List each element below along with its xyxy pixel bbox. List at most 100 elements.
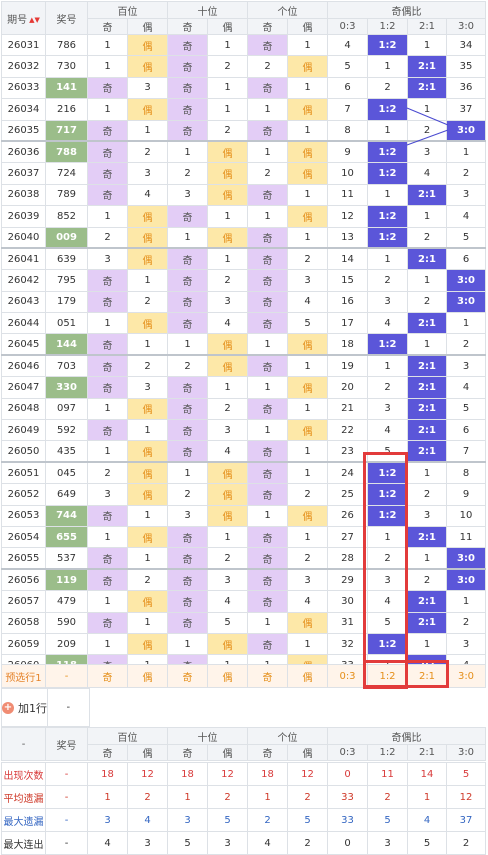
preselect-cell[interactable]: 偶 <box>207 664 248 688</box>
award-cell: 330 <box>45 376 88 399</box>
ratio-miss-cell: 1 <box>367 354 408 378</box>
even-miss-cell: 2 <box>127 290 168 314</box>
stats-value: 3 <box>127 831 168 855</box>
group-hundreds: 百位 <box>87 1 168 19</box>
ratio-miss-cell: 17 <box>327 312 368 335</box>
even-hit-cell: 偶 <box>127 397 168 421</box>
ratio-hit-cell: 2:1 <box>407 312 447 335</box>
preselect-cell[interactable]: 0:3 <box>327 664 368 688</box>
ratio-miss-cell: 2 <box>367 547 408 570</box>
award-cell: 097 <box>45 397 88 421</box>
stats-value: 33 <box>327 785 368 809</box>
even-miss-cell: 1 <box>127 504 168 527</box>
even-miss-cell: 2 <box>287 247 328 271</box>
period-cell: 26049 <box>1 419 46 442</box>
odd-hit-cell: 奇 <box>87 333 128 356</box>
even-miss-cell: 5 <box>287 312 328 335</box>
even-hit-cell: 偶 <box>287 205 328 228</box>
table-row: 26054 655 1 偶奇 1 奇 1 27 1 2:1 11 <box>1 525 486 549</box>
ratio-hit-cell: 3:0 <box>446 119 486 142</box>
stats-award-header: 奖号 <box>45 727 88 761</box>
ratio-miss-cell: 29 <box>327 568 368 592</box>
odd-miss-cell: 2 <box>87 461 128 485</box>
preselect-cell[interactable]: 奇 <box>167 664 208 688</box>
odd-hit-cell: 奇 <box>167 376 208 399</box>
ratio-hit-cell: 2:1 <box>407 247 447 271</box>
ratio-miss-cell: 1 <box>367 55 408 78</box>
even-miss-cell: 3 <box>127 376 168 399</box>
stats-value: 2 <box>287 831 328 855</box>
ratio-miss-cell: 3 <box>446 632 486 656</box>
even-miss-cell: 4 <box>207 440 248 463</box>
ratio-miss-cell: 2 <box>446 333 486 356</box>
award-cell: 051 <box>45 312 88 335</box>
even-miss-cell: 4 <box>287 290 328 314</box>
add-row-dash: - <box>47 688 90 727</box>
table-row: 26045 144 奇 1 1 偶 1 偶 18 1:2 1 2 <box>1 333 486 356</box>
stats-value: 33 <box>327 808 368 832</box>
table-row: 26040 009 2 偶 1 偶奇 1 13 1:2 2 5 <box>1 226 486 249</box>
period-cell: 26052 <box>1 483 46 506</box>
award-cell: 639 <box>45 247 88 271</box>
stats-value: 5 <box>407 831 447 855</box>
even-miss-cell: 4 <box>207 590 248 613</box>
ratio-miss-cell: 1 <box>446 590 486 613</box>
preselect-cell[interactable]: 奇 <box>87 664 128 688</box>
table-row: 26042 795 奇 1 奇 2 奇 3 15 2 1 3:0 <box>1 269 486 292</box>
even-hit-cell: 偶 <box>207 162 248 185</box>
period-cell: 26040 <box>1 226 46 249</box>
preselect-cell[interactable]: 偶 <box>287 664 328 688</box>
ratio-miss-cell: 5 <box>327 55 368 78</box>
ratio-miss-cell: 2 <box>407 483 447 506</box>
even-miss-cell: 2 <box>127 354 168 378</box>
award-cell: 789 <box>45 183 88 207</box>
odd-miss-cell: 1 <box>247 205 288 228</box>
stats-value: 5 <box>367 808 408 832</box>
award-cell: 009 <box>45 226 88 249</box>
preselect-cell[interactable]: 奇 <box>247 664 288 688</box>
ratio-miss-cell: 3 <box>446 354 486 378</box>
period-header[interactable]: 期号 ▲▼ <box>1 1 46 35</box>
stats-award: - <box>45 808 88 832</box>
even-hit-cell: 偶 <box>127 33 168 57</box>
preselect-cell[interactable]: 3:0 <box>446 664 486 688</box>
ratio-hit-cell: 1:2 <box>367 140 408 164</box>
preselect-cell[interactable]: 1:2 <box>367 664 408 688</box>
odd-miss-cell: 1 <box>87 440 128 463</box>
table-row: 26035 717 奇 1 奇 2 奇 1 8 1 2 3:0 <box>1 119 486 142</box>
ratio-miss-cell: 10 <box>327 162 368 185</box>
odd-miss-cell: 1 <box>167 333 208 356</box>
ratio-hit-cell: 2:1 <box>407 376 447 399</box>
ratio-miss-cell: 4 <box>367 590 408 613</box>
table-row: 26032 730 1 偶奇 2 2 偶 5 1 2:1 35 <box>1 55 486 78</box>
odd-miss-cell: 1 <box>87 632 128 656</box>
odd-miss-cell: 1 <box>87 98 128 121</box>
add-row-button[interactable]: + 加1行 <box>1 688 48 727</box>
stats-value: 2 <box>287 785 328 809</box>
stats-value: 18 <box>167 762 208 786</box>
even-hit-cell: 偶 <box>207 632 248 656</box>
odd-hit-cell: 奇 <box>167 568 208 592</box>
stats-value: 1 <box>407 785 447 809</box>
preselect-cell[interactable]: 2:1 <box>407 664 447 688</box>
ratio-miss-cell: 14 <box>327 247 368 271</box>
ratio-miss-cell: 36 <box>446 76 486 100</box>
sort-arrows-icon[interactable]: ▲▼ <box>29 15 40 24</box>
group-odd-even-ratio: 奇偶比 <box>327 1 486 19</box>
group-tens: 十位 <box>167 1 248 19</box>
sub-even: 偶 <box>207 18 248 35</box>
odd-hit-cell: 奇 <box>247 547 288 570</box>
ratio-miss-cell: 1 <box>446 312 486 335</box>
ratio-miss-cell: 2 <box>367 269 408 292</box>
stats-label: 最大连出 <box>1 831 46 855</box>
ratio-miss-cell: 16 <box>327 290 368 314</box>
even-miss-cell: 2 <box>127 568 168 592</box>
even-miss-cell: 1 <box>287 226 328 249</box>
preselect-cell[interactable]: 偶 <box>127 664 168 688</box>
even-hit-cell: 偶 <box>127 247 168 271</box>
even-hit-cell: 偶 <box>287 162 328 185</box>
stats-value: 5 <box>167 831 208 855</box>
even-miss-cell: 1 <box>287 119 328 142</box>
ratio-miss-cell: 15 <box>327 269 368 292</box>
table-row: 26046 703 奇 2 2 偶奇 1 19 1 2:1 3 <box>1 354 486 378</box>
